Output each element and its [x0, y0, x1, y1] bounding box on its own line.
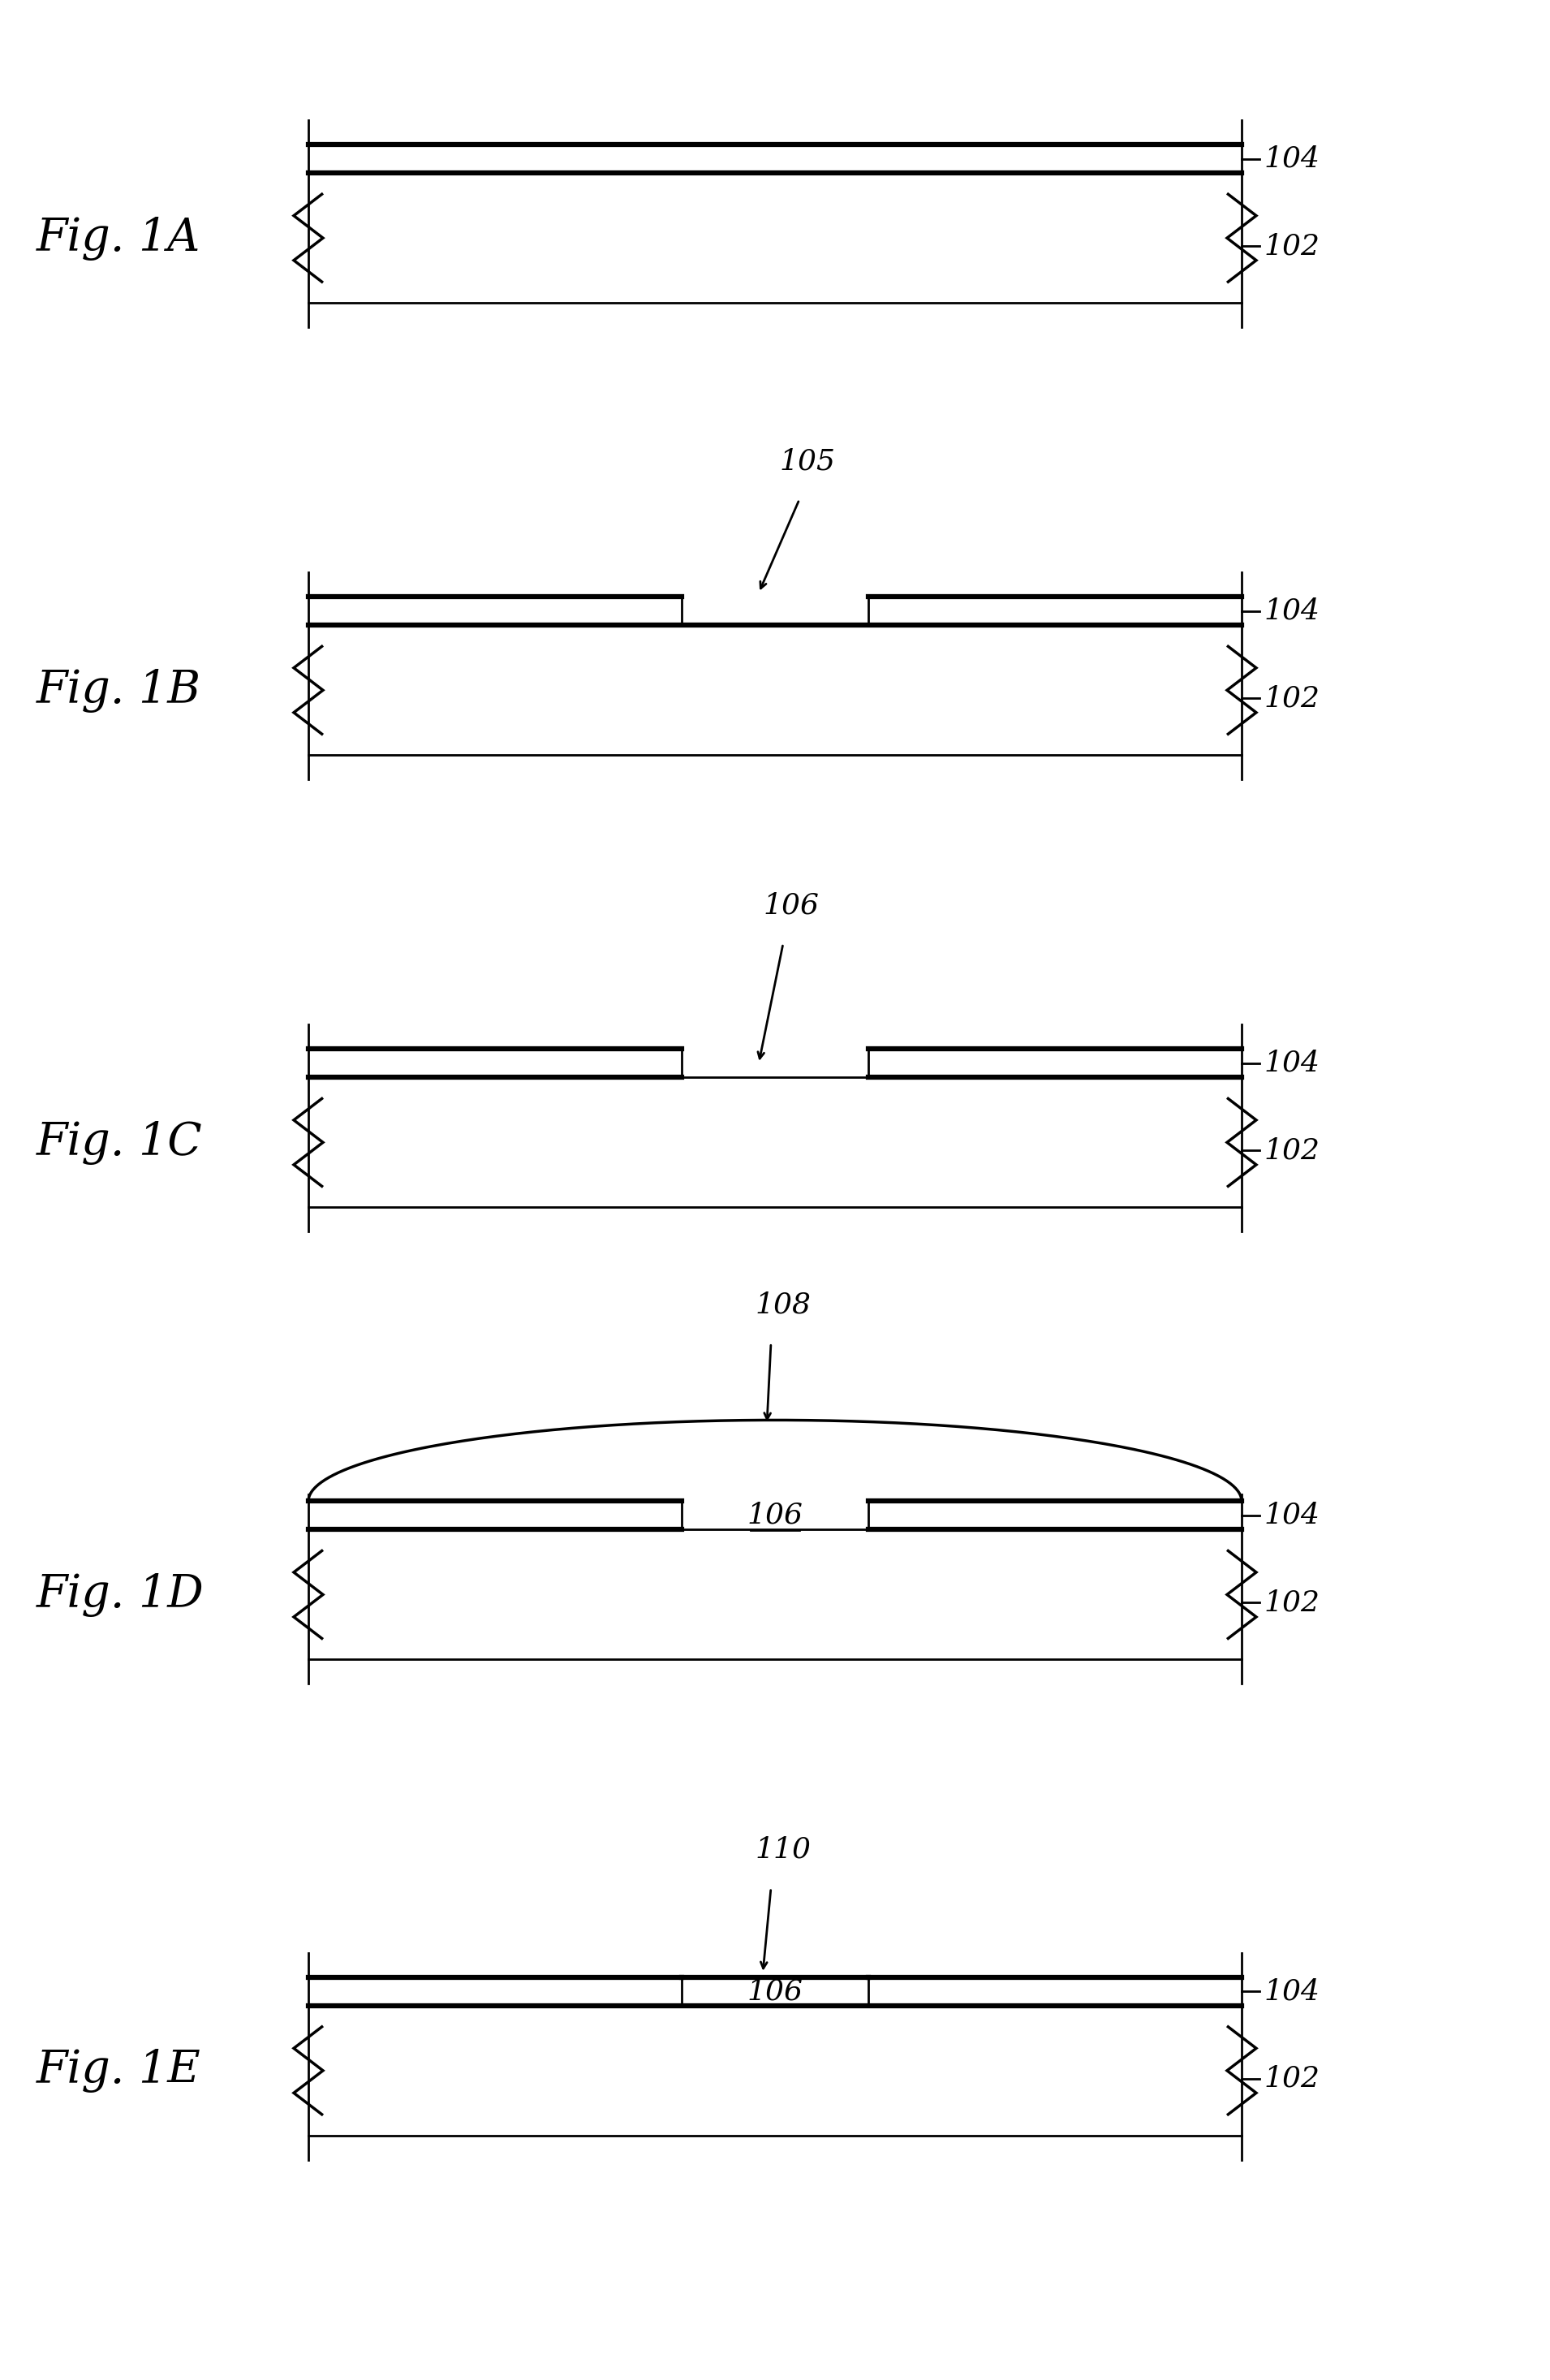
Text: Fig. 1D: Fig. 1D — [37, 1573, 205, 1616]
Text: 104: 104 — [1263, 1978, 1319, 2006]
Text: 104: 104 — [1263, 597, 1319, 626]
Text: 106: 106 — [747, 1978, 803, 2006]
Text: 102: 102 — [1263, 2066, 1319, 2092]
Text: 106: 106 — [747, 1502, 803, 1530]
Text: 102: 102 — [1263, 1590, 1319, 1616]
Text: 106: 106 — [763, 892, 820, 919]
Text: 105: 105 — [780, 447, 835, 476]
Text: 110: 110 — [755, 1835, 811, 1864]
Text: Fig. 1A: Fig. 1A — [37, 217, 202, 259]
Text: Fig. 1C: Fig. 1C — [37, 1121, 203, 1164]
Text: 104: 104 — [1263, 145, 1319, 174]
Text: 104: 104 — [1263, 1050, 1319, 1078]
Text: 102: 102 — [1263, 1138, 1319, 1164]
Text: 102: 102 — [1263, 685, 1319, 712]
Text: 102: 102 — [1263, 233, 1319, 259]
Text: 108: 108 — [755, 1290, 811, 1319]
Text: 104: 104 — [1263, 1502, 1319, 1530]
Text: Fig. 1E: Fig. 1E — [37, 2049, 202, 2092]
Text: Fig. 1B: Fig. 1B — [37, 669, 202, 712]
